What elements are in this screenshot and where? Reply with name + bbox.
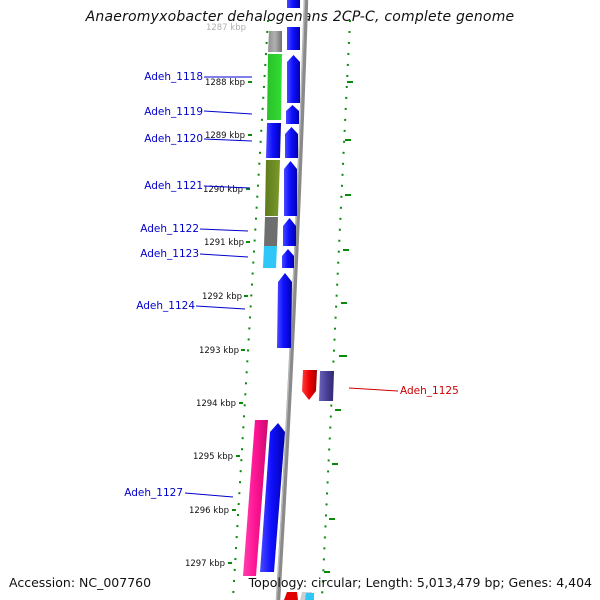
gene-arrow-upstream [287,27,300,50]
cog-category-track [243,31,282,576]
gene-label-adeh-1122[interactable]: Adeh_1122 [140,223,199,235]
gene-arrow-adeh-1123 [282,249,294,268]
ruler-label-1293: 1293 kbp [199,346,239,356]
gene-arrows[interactable] [260,27,334,600]
gene-arrow-adeh-1119 [286,105,299,124]
gene-label-adeh-1119[interactable]: Adeh_1119 [144,106,203,118]
kbp-ruler: 1287 kbp 1288 kbp 1289 kbp 1290 kbp 1291… [185,23,246,569]
ruler-label-1296: 1296 kbp [189,506,229,516]
ruler-label-1292: 1292 kbp [202,292,242,302]
gene-label-adeh-1127[interactable]: Adeh_1127 [124,487,183,499]
gene-arrow-adeh-1127 [260,423,285,572]
ruler-label-1295: 1295 kbp [193,452,233,462]
gene-label-adeh-1118[interactable]: Adeh_1118 [144,71,203,83]
ruler-label-1289: 1289 kbp [205,131,245,141]
gene-arrow-adeh-1126 [319,371,334,401]
ruler-ticks [228,81,252,564]
gene-arrow-adeh-1124 [277,273,292,348]
gene-arrow-adeh-1125 [302,370,317,400]
gene-arrow-adeh-1121 [284,161,297,216]
map-title: Anaeromyxobacter dehalogenans 2CP-C, com… [85,9,515,25]
gene-label-adeh-1124[interactable]: Adeh_1124 [136,300,195,312]
label-leader-lines [184,76,399,498]
gene-arrow-adeh-1122 [283,218,296,246]
ruler-label-1297: 1297 kbp [185,559,225,569]
green-tick-marks [324,81,353,573]
ruler-label-1291: 1291 kbp [204,238,244,248]
outer-guide-track [321,19,351,599]
gene-label-adeh-1120[interactable]: Adeh_1120 [144,133,203,145]
ruler-label-1294: 1294 kbp [196,399,236,409]
gene-arrow-adeh-1120 [285,127,298,158]
gene-labels: Adeh_1118 Adeh_1119 Adeh_1120 Adeh_1121 … [124,71,459,499]
gene-arrow-adeh-1118 [287,55,300,103]
gene-label-adeh-1121[interactable]: Adeh_1121 [144,180,203,192]
ruler-label-1290: 1290 kbp [203,185,243,195]
ruler-label-1287: 1287 kbp [206,23,246,33]
ruler-label-1288: 1288 kbp [205,78,245,88]
genome-backbone [275,0,309,600]
accession-text: Accession: NC_007760 [9,575,152,590]
gene-label-adeh-1125[interactable]: Adeh_1125 [400,385,459,397]
gene-label-adeh-1123[interactable]: Adeh_1123 [140,248,199,260]
genome-summary-text: Topology: circular; Length: 5,013,479 bp… [248,575,592,590]
